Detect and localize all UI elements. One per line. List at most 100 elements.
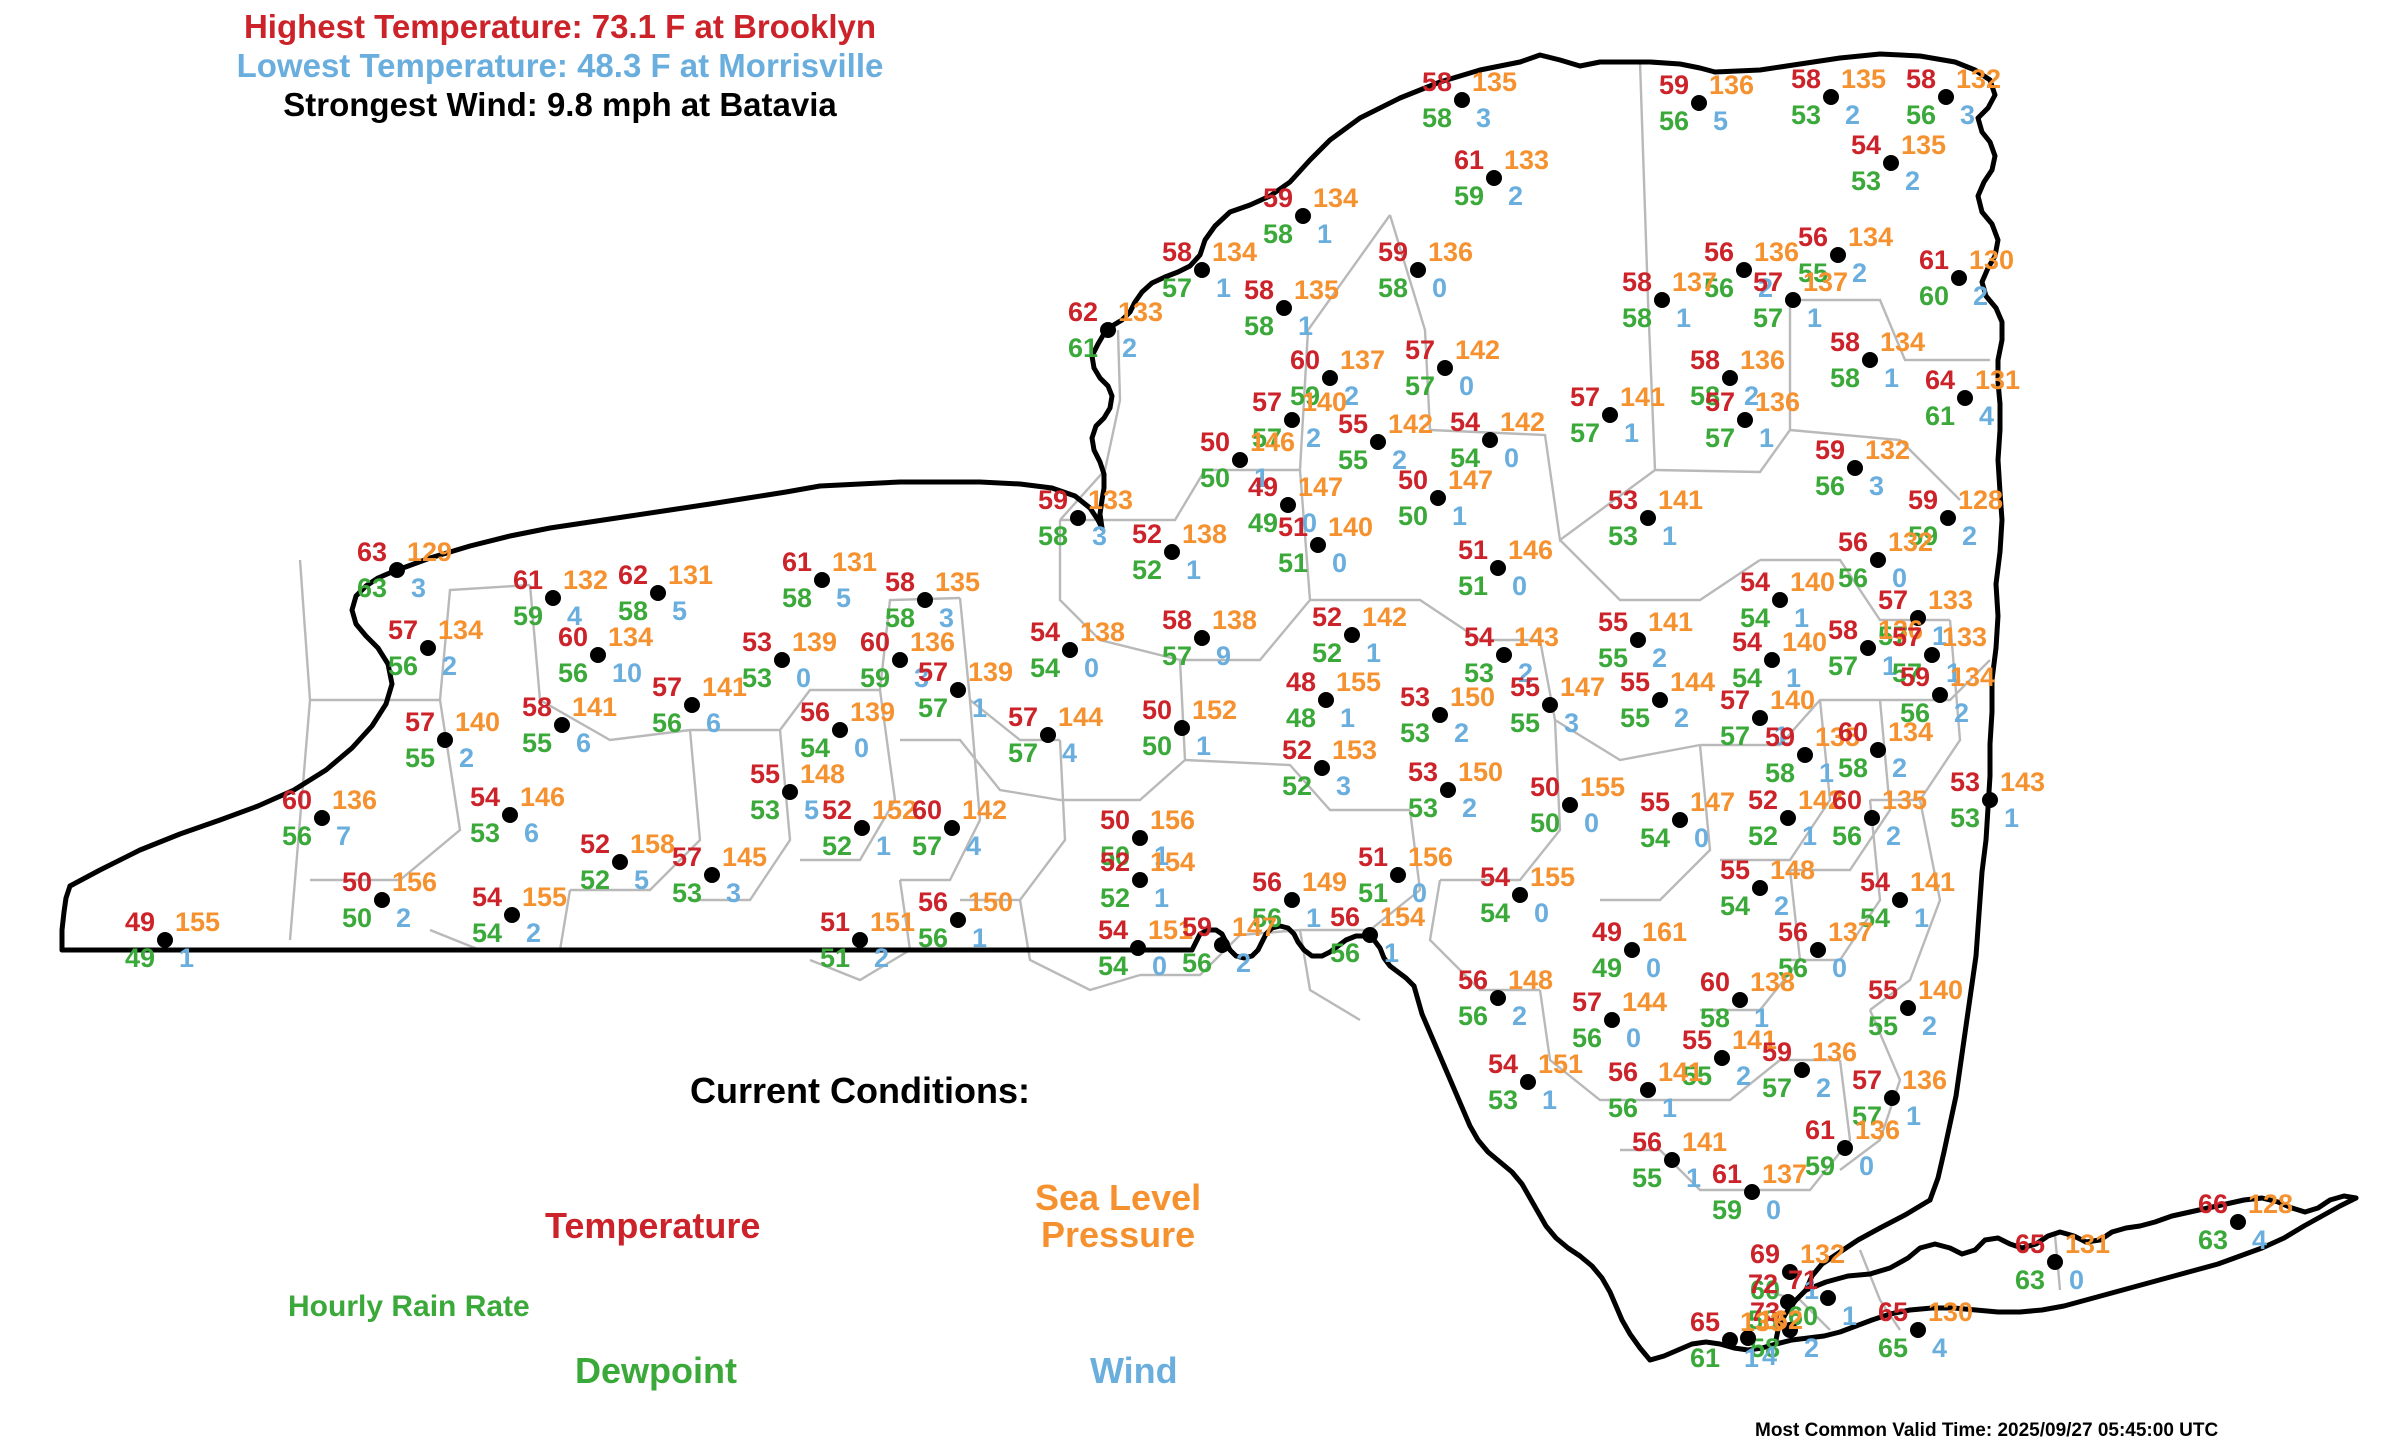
station-sea-level-pressure: 141: [702, 672, 748, 702]
station-dewpoint: 57: [911, 831, 942, 861]
station-temperature: 60: [1831, 785, 1862, 815]
station-temperature: 54: [1739, 567, 1770, 597]
station-sea-level-pressure: 144: [1670, 667, 1716, 697]
station-wind: 1: [1662, 521, 1678, 551]
station-dewpoint: 56: [1658, 106, 1689, 136]
station-dot-icon: [1512, 887, 1528, 903]
station-wind: 0: [1412, 878, 1428, 908]
station-dewpoint: 54: [1859, 903, 1890, 933]
station-dewpoint: 58: [1829, 363, 1860, 393]
station-wind: 2: [1518, 658, 1534, 688]
station-dot-icon: [1604, 1012, 1620, 1028]
station-sea-level-pressure: 138: [1212, 605, 1258, 635]
station-wind: 1: [1946, 658, 1962, 688]
station-wind: 0: [1859, 1151, 1875, 1181]
station-temperature: 59: [1262, 183, 1293, 213]
station-wind: 1: [1744, 1343, 1760, 1373]
station-wind: 0: [1432, 273, 1448, 303]
station-dewpoint: 52: [1747, 821, 1778, 851]
station-sea-level-pressure: 136: [1855, 1115, 1901, 1145]
station-sea-level-pressure: 140: [1328, 512, 1374, 542]
station-temperature: 54: [1097, 915, 1128, 945]
station-dewpoint: 56: [1703, 273, 1734, 303]
station-dot-icon: [612, 854, 628, 870]
station-sea-level-pressure: 133: [1088, 485, 1134, 515]
station-sea-level-pressure: 138: [1750, 967, 1796, 997]
station-dewpoint: 55: [404, 743, 435, 773]
station-temperature: 57: [1704, 387, 1735, 417]
station-dot-icon: [1722, 370, 1738, 386]
station-dewpoint: 56: [1777, 953, 1808, 983]
station-sea-level-pressure: 136: [1754, 237, 1800, 267]
station-dot-icon: [1732, 992, 1748, 1008]
station-temperature: 56: [1631, 1127, 1662, 1157]
station-sea-level-pressure: 134: [1880, 327, 1926, 357]
station-temperature: 56: [799, 697, 830, 727]
station-wind: 1: [1624, 418, 1640, 448]
station-temperature: 57: [1891, 622, 1922, 652]
station-sea-level-pressure: 138: [1182, 519, 1228, 549]
station-dot-icon: [1837, 1140, 1853, 1156]
station-dewpoint: 58: [1689, 381, 1720, 411]
station-dewpoint: 58: [1262, 219, 1293, 249]
station-dewpoint: 56: [1181, 948, 1212, 978]
station-sea-level-pressure: 156: [1150, 805, 1196, 835]
station-dewpoint: 50: [1099, 841, 1130, 871]
station-wind: 7: [336, 821, 352, 851]
station-dot-icon: [389, 562, 405, 578]
station-sea-level-pressure: 150: [968, 887, 1014, 917]
station-wind: 5: [1713, 106, 1729, 136]
station-sea-level-pressure: 135: [1472, 67, 1518, 97]
station-wind: 2: [1905, 166, 1921, 196]
station-wind: 1: [876, 831, 892, 861]
station-dot-icon: [1232, 452, 1248, 468]
highest-temperature-headline: Highest Temperature: 73.1 F at Brooklyn: [243, 8, 877, 45]
station-sea-level-pressure: 138: [1080, 617, 1126, 647]
station-dewpoint: 61: [1689, 1343, 1720, 1373]
station-dot-icon: [504, 907, 520, 923]
station-dewpoint: 51: [1357, 878, 1388, 908]
station-dewpoint: 56: [1251, 903, 1282, 933]
station-dot-icon: [1782, 1264, 1798, 1280]
station-dewpoint: 63: [2197, 1225, 2228, 1255]
station-wind: 2: [1852, 258, 1868, 288]
station-wind: 5: [672, 596, 688, 626]
station-temperature: 56: [1251, 867, 1282, 897]
station-temperature: 56: [917, 887, 948, 917]
station-wind: 2: [1886, 821, 1902, 851]
station-dot-icon: [1744, 1184, 1760, 1200]
station-wind: 1: [972, 923, 988, 953]
station-temperature: 58: [1161, 605, 1192, 635]
station-dot-icon: [1823, 89, 1839, 105]
station-dewpoint: 51: [1457, 571, 1488, 601]
station-temperature: 61: [512, 565, 543, 595]
station-sea-level-pressure: 140: [1918, 975, 1964, 1005]
station-dot-icon: [1780, 810, 1796, 826]
station-temperature: 57: [1251, 387, 1282, 417]
station-dewpoint: 58: [1037, 521, 1068, 551]
station-dewpoint: 52: [1131, 555, 1162, 585]
station-sea-level-pressure: 136: [1755, 387, 1801, 417]
station-sea-level-pressure: 149: [1302, 867, 1348, 897]
lowest-temperature-headline: Lowest Temperature: 48.3 F at Morrisvill…: [236, 46, 884, 84]
station-dewpoint: 58: [617, 596, 648, 626]
station-wind: 1: [1794, 603, 1810, 633]
station-temperature: 59: [1037, 485, 1068, 515]
station-dot-icon: [1214, 937, 1230, 953]
station-sea-level-pressure: 134: [1848, 222, 1894, 252]
station-temperature: 53: [1399, 682, 1430, 712]
station-dot-icon: [1654, 292, 1670, 308]
station-wind: 2: [1973, 281, 1989, 311]
station-temperature: 55: [1867, 975, 1898, 1005]
station-dewpoint: 57: [1891, 658, 1922, 688]
station-wind: 1: [1914, 903, 1930, 933]
station-dewpoint: 55: [521, 728, 552, 758]
station-wind: 0: [1332, 548, 1348, 578]
station-dot-icon: [545, 590, 561, 606]
station-wind: 0: [1302, 508, 1318, 538]
station-sea-level-pressure: 146: [1250, 427, 1296, 457]
station-temperature: 51: [1457, 535, 1488, 565]
station-dewpoint: 53: [1790, 100, 1821, 130]
station-dot-icon: [437, 732, 453, 748]
station-wind: 2: [1652, 643, 1668, 673]
